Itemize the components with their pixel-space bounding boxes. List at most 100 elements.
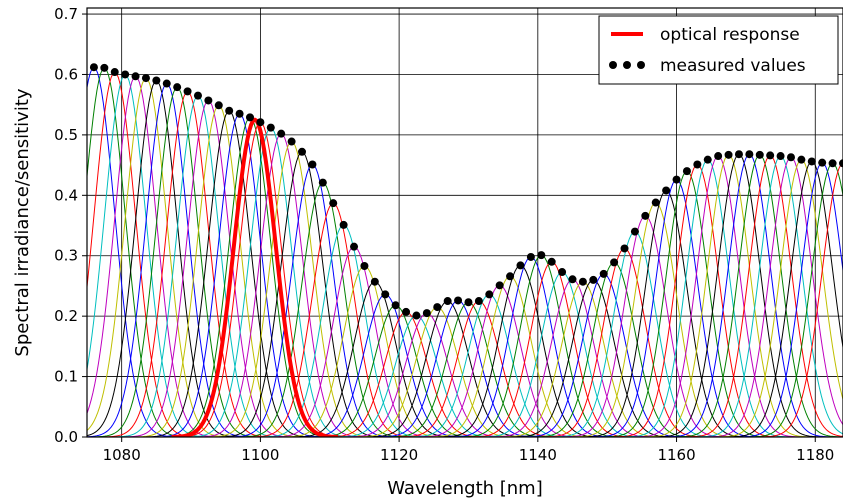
measured-point [506, 272, 515, 281]
filter-curve [541, 247, 708, 437]
measured-point [329, 199, 338, 208]
x-tick-label: 1140 [519, 446, 557, 464]
filter-curve [87, 77, 230, 437]
filter-curve [437, 264, 604, 437]
filter-curve [87, 67, 188, 437]
measured-point [828, 159, 837, 168]
measured-point [662, 186, 671, 195]
measured-point [599, 269, 608, 278]
measured-point [360, 262, 369, 271]
measured-point [193, 91, 202, 100]
measured-point [734, 150, 743, 159]
measured-point [412, 311, 421, 320]
measured-point [381, 290, 390, 299]
legend-dot [623, 61, 631, 69]
measured-point [485, 290, 494, 299]
measured-point [610, 258, 619, 267]
measured-point [422, 309, 431, 318]
plot-frame [86, 7, 843, 438]
measured-point [162, 79, 171, 88]
measured-point [526, 252, 535, 261]
x-tick-label: 1100 [241, 446, 279, 464]
measured-point [724, 150, 733, 159]
y-tick-label: 0.7 [54, 5, 78, 23]
measured-point [454, 296, 463, 305]
measured-point [100, 63, 109, 72]
measured-point [558, 268, 567, 277]
filter-curves [87, 66, 843, 437]
measured-point [235, 109, 244, 118]
legend-optical-response-label: optical response [660, 25, 800, 45]
measured-point [839, 159, 843, 168]
measured-point [89, 63, 98, 72]
measured-point [672, 175, 681, 184]
measured-point [433, 303, 442, 312]
measured-point [391, 301, 400, 310]
optical-response-line [171, 117, 339, 437]
measured-point [818, 158, 827, 167]
filter-curve [749, 162, 843, 437]
measured-point [786, 153, 795, 162]
measured-point [714, 152, 723, 161]
filter-curve [87, 66, 178, 437]
measured-point [204, 96, 213, 105]
filter-curve [634, 155, 802, 437]
measured-point [464, 298, 473, 307]
y-axis-label: Spectral irradiance/sensitivity [12, 88, 33, 356]
filter-curve [645, 154, 812, 437]
x-tick-label: 1120 [380, 446, 418, 464]
measured-point [537, 251, 546, 260]
filter-curve [291, 281, 459, 437]
measured-point [141, 74, 150, 83]
measured-point [641, 211, 650, 220]
y-tick-label: 0.1 [54, 368, 78, 386]
filter-curve [114, 94, 282, 437]
measured-point [183, 87, 192, 96]
measured-point [152, 76, 161, 85]
measured-point [121, 70, 130, 79]
measured-point [287, 137, 296, 146]
filter-curve [666, 153, 833, 437]
measured-point [589, 275, 598, 284]
measured-point [173, 83, 182, 92]
measured-point [131, 72, 140, 81]
legend-measured-values-label: measured values [660, 56, 806, 76]
optical-response-layer [171, 117, 339, 437]
measured-point [516, 261, 525, 270]
measured-point [755, 150, 764, 159]
measured-point [682, 167, 691, 176]
measured-point [797, 155, 806, 164]
legend-dot [609, 61, 617, 69]
legend-dot [637, 61, 645, 69]
measured-point [703, 155, 712, 164]
measured-point [245, 113, 254, 122]
measured-point [402, 307, 411, 316]
y-tick-label: 0.4 [54, 186, 78, 204]
measured-point [745, 150, 754, 159]
filter-curve [87, 82, 251, 437]
measured-point [256, 118, 265, 127]
measured-point [277, 129, 286, 138]
measured-point [693, 160, 702, 169]
x-axis-label: Wavelength [nm] [387, 478, 543, 499]
filter-curve [676, 154, 843, 437]
legend: optical response measured values [598, 15, 839, 85]
measured-point [578, 277, 587, 286]
filter-curve [759, 162, 843, 437]
y-tick-label: 0.2 [54, 307, 78, 325]
measured-point [776, 152, 785, 161]
measured-point [110, 68, 119, 77]
filter-curve [655, 153, 823, 437]
legend-measured-values-swatch [609, 61, 645, 69]
measured-point [474, 297, 483, 306]
x-tick-label: 1180 [796, 446, 834, 464]
measured-point [443, 297, 452, 306]
axis-ticks: 1080 1100 1120 1140 1160 1180 0.0 0.1 0.2 0.3 0.4 0… [54, 5, 834, 464]
measured-point [370, 277, 379, 286]
filter-curve [738, 162, 843, 437]
measured-point [225, 106, 234, 115]
measured-point [547, 257, 556, 266]
measured-point [350, 242, 359, 251]
x-tick-label: 1160 [657, 446, 695, 464]
